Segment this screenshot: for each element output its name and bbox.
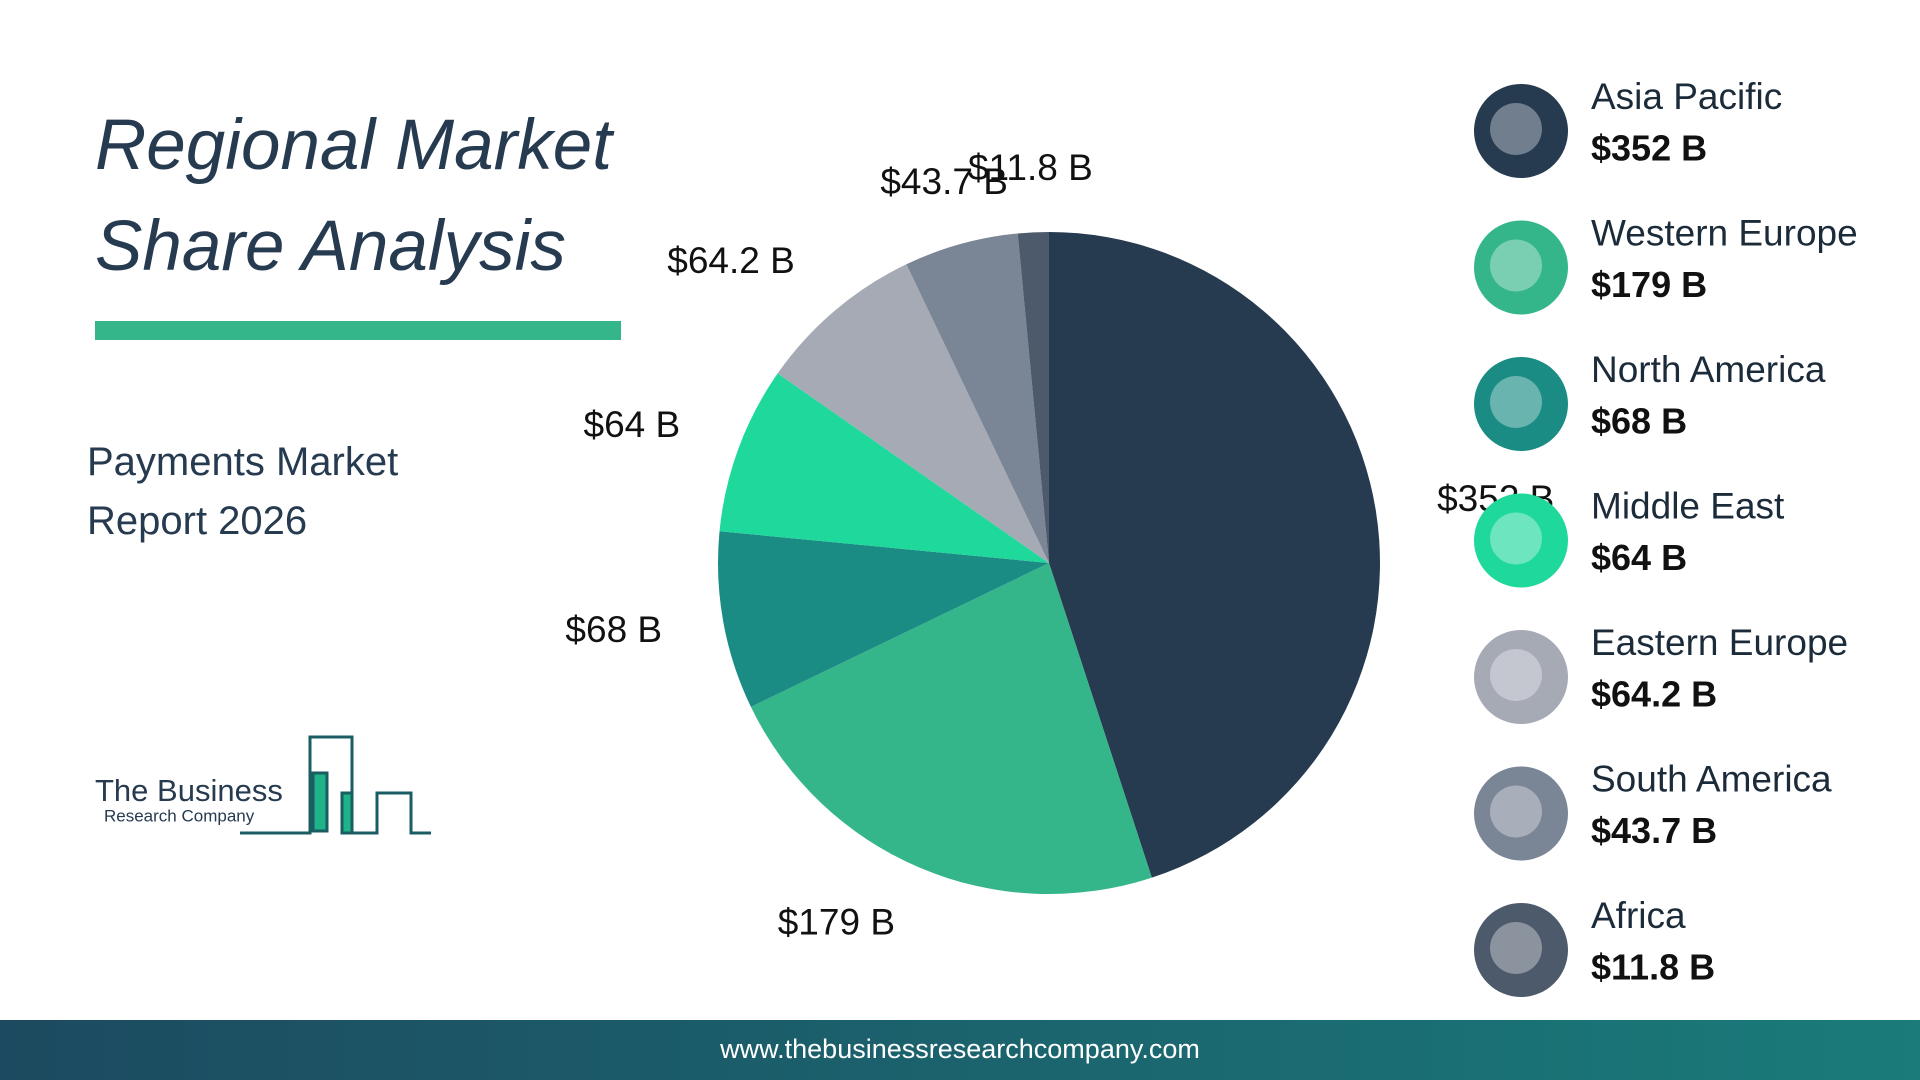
chart-title: Regional Market Share Analysis xyxy=(95,106,612,286)
legend-swatch xyxy=(1474,903,1568,997)
pie-slice xyxy=(906,233,1049,564)
legend-value: $68 B xyxy=(1591,401,1687,442)
legend-swatch-inner xyxy=(1490,785,1542,838)
data-label: $11.8 B xyxy=(968,147,1093,188)
pie-slice xyxy=(750,563,1152,894)
footer: www.thebusinessresearchcompany.com xyxy=(0,1020,1920,1080)
chart-subtitle: Payments Market Report 2026 xyxy=(87,440,399,543)
pie-slice xyxy=(719,373,1049,563)
logo-subtext: Research Company xyxy=(104,806,255,825)
logo xyxy=(240,735,431,835)
legend-swatch-inner xyxy=(1490,239,1542,292)
legend-swatch-inner xyxy=(1490,512,1542,565)
legend-swatch-inner xyxy=(1490,922,1542,974)
legend-swatch xyxy=(1474,766,1568,861)
legend-swatch xyxy=(1474,630,1568,724)
legend-swatch xyxy=(1474,357,1568,451)
pie-slice xyxy=(1017,232,1049,563)
data-label: $179 B xyxy=(778,901,895,942)
legend-swatch-inner xyxy=(1490,649,1542,701)
pie-slice xyxy=(777,264,1049,563)
legend-label: Middle East xyxy=(1591,485,1785,526)
legend-label: Asia Pacific xyxy=(1591,76,1782,117)
title-underline xyxy=(95,321,621,340)
logo-text: The Business xyxy=(95,773,283,808)
data-label: $68 B xyxy=(565,609,662,650)
legend-swatch-inner xyxy=(1490,376,1542,428)
legend-value: $179 B xyxy=(1591,264,1707,305)
data-label: $64 B xyxy=(584,404,681,445)
legend-value: $11.8 B xyxy=(1591,947,1715,988)
legend-value: $43.7 B xyxy=(1591,810,1717,851)
legend-label: Western Europe xyxy=(1591,212,1858,253)
legend-swatch xyxy=(1474,220,1568,315)
chart: The Business Research Company $352 B Asia… xyxy=(95,76,1858,997)
legend-label: Eastern Europe xyxy=(1591,622,1848,663)
legend-value: $64.2 B xyxy=(1591,674,1717,715)
data-label: $43.7 B xyxy=(880,161,1008,202)
pie-slice xyxy=(718,531,1049,707)
legend-label: South America xyxy=(1591,758,1832,799)
legend-swatch-inner xyxy=(1490,103,1542,155)
legend-value: $352 B xyxy=(1591,128,1707,169)
legend-label: Africa xyxy=(1591,895,1686,936)
legend-value: $64 B xyxy=(1591,537,1687,578)
legend-swatch xyxy=(1474,493,1568,588)
data-label: $64.2 B xyxy=(667,240,795,281)
legend-swatch xyxy=(1474,84,1568,178)
legend-label: North America xyxy=(1591,349,1826,390)
pie-slice xyxy=(1049,232,1380,878)
